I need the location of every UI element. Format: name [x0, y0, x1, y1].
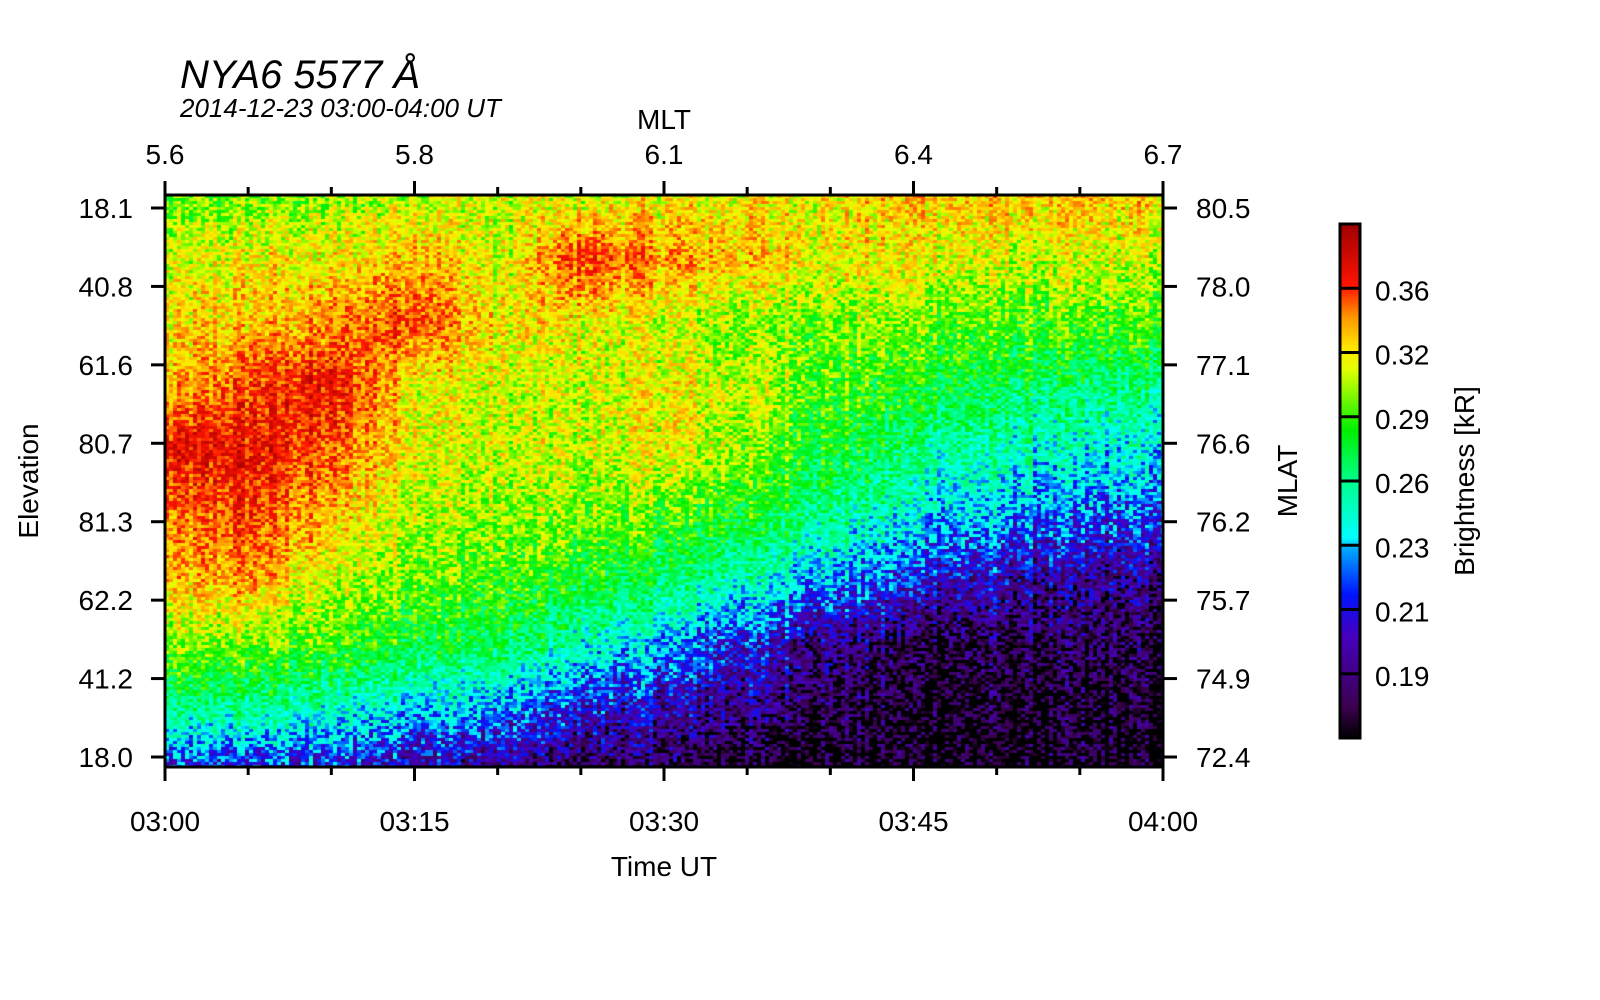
top-tick-label: 6.1: [645, 139, 684, 170]
right-tick-label: 80.5: [1196, 193, 1251, 224]
right-tick-label: 74.9: [1196, 664, 1251, 695]
top-tick-label: 6.7: [1144, 139, 1183, 170]
colorbar-tick-label: 0.36: [1375, 275, 1430, 306]
x-tick-label: 03:00: [130, 806, 200, 837]
colorbar-tick-label: 0.19: [1375, 661, 1430, 692]
right-tick-label: 77.1: [1196, 350, 1251, 381]
y-tick-label: 80.7: [79, 428, 134, 459]
y-tick-label: 40.8: [79, 271, 134, 302]
x-tick-label: 04:00: [1128, 806, 1198, 837]
colorbar-tick-label: 0.32: [1375, 340, 1430, 371]
top-tick-label: 6.4: [894, 139, 933, 170]
top-axis-label: MLT: [637, 104, 691, 135]
x-tick-label: 03:30: [629, 806, 699, 837]
y-tick-label: 81.3: [79, 507, 134, 538]
plot-frame: [163, 193, 1165, 769]
y-tick-label: 61.6: [79, 350, 134, 381]
colorbar-tick-label: 0.23: [1375, 532, 1430, 563]
y-tick-label: 18.1: [79, 193, 134, 224]
right-tick-label: 72.4: [1196, 742, 1251, 773]
x-axis-label: Time UT: [611, 851, 717, 882]
top-tick-label: 5.8: [395, 139, 434, 170]
colorbar-tick-label: 0.21: [1375, 597, 1430, 628]
right-axis-label: MLAT: [1272, 445, 1303, 518]
chart-subtitle: 2014-12-23 03:00-04:00 UT: [179, 93, 503, 123]
x-tick-label: 03:45: [878, 806, 948, 837]
top-tick-label: 5.6: [146, 139, 185, 170]
y-tick-label: 62.2: [79, 585, 134, 616]
right-tick-label: 76.2: [1196, 507, 1251, 538]
y-axis-label: Elevation: [13, 423, 44, 538]
x-tick-label: 03:15: [379, 806, 449, 837]
colorbar-label: Brightness [kR]: [1449, 386, 1480, 576]
chart-title: NYA6 5577 Å: [180, 52, 420, 97]
right-tick-label: 78.0: [1196, 271, 1251, 302]
y-tick-label: 18.0: [79, 742, 134, 773]
keogram-heatmap: [165, 195, 1163, 767]
y-tick-label: 41.2: [79, 664, 134, 695]
right-tick-label: 76.6: [1196, 428, 1251, 459]
colorbar-tick-label: 0.29: [1375, 404, 1430, 435]
right-tick-label: 75.7: [1196, 585, 1251, 616]
colorbar-tick-label: 0.26: [1375, 468, 1430, 499]
